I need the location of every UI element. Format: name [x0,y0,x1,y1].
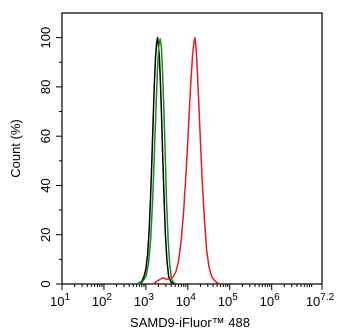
x-tick-label-base: 10 [176,294,190,309]
x-tick-label: 101 [50,292,70,309]
x-tick-label-exponent: 4 [190,292,196,303]
x-tick-label-base: 10 [218,294,232,309]
x-tick-label-base: 10 [260,294,274,309]
x-tick-label: 103 [134,292,154,309]
x-tick-label-base: 10 [50,294,64,309]
x-tick-label-exponent: 6 [274,292,280,303]
plot-frame-group [61,12,323,285]
y-tick-label: 40 [38,178,53,192]
plot-frame [61,12,323,285]
x-tick-label-exponent: 2 [106,292,112,303]
y-tick-label: 20 [38,227,53,241]
x-tick-label-exponent: 3 [148,292,154,303]
y-tick-label: 80 [38,80,53,94]
series-line-2 [136,38,178,285]
series-line-3 [152,36,221,285]
y-axis-title: Count (%) [8,119,23,178]
x-tick-label-exponent: 1 [64,292,70,303]
x-axis-ticks-group: 101 102 103 104 105 106 107.2 [50,284,335,309]
y-tick-label: 100 [38,27,53,49]
series-group [136,36,221,285]
x-tick-label-base: 10 [306,294,320,309]
y-tick-label: 60 [38,129,53,143]
y-tick-label: 0 [38,280,53,287]
x-tick-label: 105 [218,292,238,309]
x-tick-label-exponent: 7.2 [320,292,334,303]
x-tick-label: 106 [260,292,280,309]
x-tick-label: 104 [176,292,196,309]
x-tick-label-base: 10 [134,294,148,309]
series-line-1 [136,36,176,285]
x-axis-title: SAMD9-iFluor™ 488 [130,315,250,330]
x-tick-label-base: 10 [92,294,106,309]
x-tick-label: 102 [92,292,112,309]
y-axis-ticks-group: 0 20 40 60 80 100 [38,27,62,288]
x-tick-label: 107.2 [306,292,335,309]
x-tick-label-exponent: 5 [232,292,238,303]
